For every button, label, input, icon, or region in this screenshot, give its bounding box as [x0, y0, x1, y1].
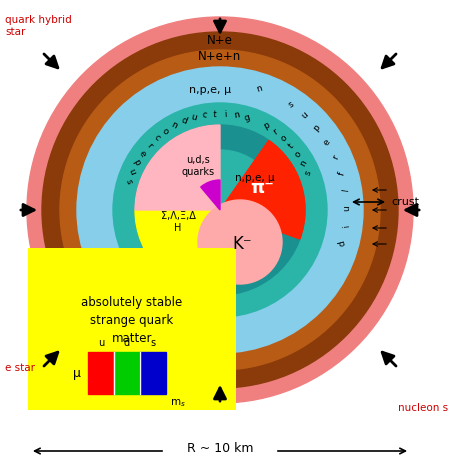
Circle shape [27, 17, 413, 403]
Text: o: o [279, 133, 289, 144]
Circle shape [113, 103, 327, 317]
Text: π⁻: π⁻ [250, 179, 274, 197]
Text: s: s [123, 178, 133, 186]
Text: n: n [298, 158, 309, 168]
Text: N+e: N+e [207, 33, 233, 46]
Text: absolutely stable
strange quark
matter: absolutely stable strange quark matter [82, 296, 182, 345]
Text: n,p,e, μ: n,p,e, μ [189, 85, 231, 95]
Text: n: n [255, 84, 264, 94]
Text: i: i [341, 224, 351, 227]
Text: r: r [331, 154, 340, 161]
Text: quark hybrid
star: quark hybrid star [5, 15, 72, 37]
Text: r: r [271, 127, 280, 136]
Text: p: p [311, 123, 322, 133]
Text: crust: crust [391, 197, 419, 207]
Text: g: g [243, 113, 251, 123]
Circle shape [198, 200, 282, 284]
Text: f: f [337, 171, 346, 176]
Text: p: p [262, 120, 271, 131]
Text: u,d,s
quarks: u,d,s quarks [182, 155, 215, 177]
Wedge shape [135, 210, 220, 295]
Text: c: c [152, 133, 162, 143]
Text: s: s [303, 169, 313, 176]
Text: o: o [292, 149, 303, 159]
Text: u: u [127, 168, 137, 176]
Text: N+e+n: N+e+n [199, 50, 242, 63]
Bar [88, 352, 114, 394]
Text: e: e [322, 137, 332, 147]
Text: l: l [341, 189, 350, 193]
Text: s: s [286, 100, 295, 110]
Wedge shape [201, 180, 220, 210]
Circle shape [60, 50, 380, 370]
Bar [140, 352, 166, 394]
Text: r: r [145, 141, 154, 150]
Text: n: n [170, 120, 179, 131]
Wedge shape [135, 125, 220, 210]
Text: Σ,Λ,Ξ,Δ
H: Σ,Λ,Ξ,Δ H [161, 211, 195, 233]
Text: s: s [150, 338, 155, 348]
Text: i: i [224, 110, 227, 119]
Text: e star: e star [5, 363, 35, 373]
Text: t: t [213, 110, 217, 119]
Text: n,p,e, μ: n,p,e, μ [235, 173, 275, 183]
Text: m$_s$: m$_s$ [170, 397, 186, 409]
Text: R ~ 10 km: R ~ 10 km [187, 442, 253, 455]
Text: u: u [98, 338, 104, 348]
Circle shape [77, 67, 363, 353]
Wedge shape [220, 140, 305, 239]
Text: d: d [337, 239, 348, 247]
Text: μ: μ [73, 367, 81, 380]
Text: o: o [160, 126, 170, 137]
Circle shape [160, 150, 280, 270]
Text: d: d [180, 116, 188, 126]
Text: K⁻: K⁻ [232, 235, 252, 253]
Text: u: u [300, 110, 310, 120]
Circle shape [135, 125, 305, 295]
Text: p: p [131, 158, 142, 167]
Text: t: t [287, 141, 296, 150]
Circle shape [42, 32, 398, 388]
Text: u: u [342, 205, 352, 211]
Text: u: u [190, 113, 198, 123]
Text: nucleon s: nucleon s [398, 403, 448, 413]
Text: e: e [137, 149, 148, 158]
Text: n: n [233, 111, 240, 120]
Bar [114, 352, 140, 394]
Text: c: c [201, 111, 208, 120]
Text: d: d [124, 338, 130, 348]
Bar [28, 248, 236, 410]
